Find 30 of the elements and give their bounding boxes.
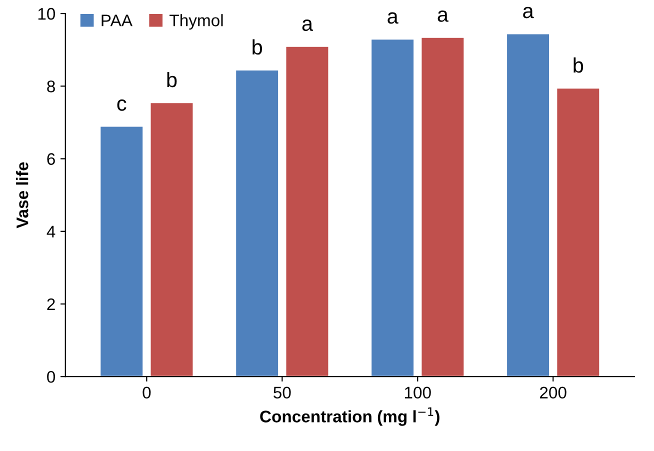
y-tick-label: 0 [47,370,56,383]
annotation: b [252,39,262,55]
bar [284,46,330,377]
bar [99,125,144,377]
bar [370,38,415,377]
annotation: c [117,99,126,111]
bar [506,32,550,377]
y-tick-label: 10 [38,8,56,20]
annotation: b [167,72,177,88]
bar [149,102,194,377]
annotation: a [523,6,534,18]
x-tick-label: 100 [404,386,431,399]
y-tick-label: 4 [46,226,56,238]
x-axis-title: Concentration (mg l$^{−1}$) [260,407,440,426]
y-axis-title: Vase life [16,162,28,228]
legend-label: Thymol [170,14,223,30]
annotation: a [302,20,314,31]
bar [234,69,280,377]
x-tick-label: 50 [274,386,291,399]
x-tick-label: 200 [540,386,566,399]
annotation: a [438,10,448,22]
x-tick-label: 0 [142,386,151,399]
bar [420,36,466,377]
bar [556,87,601,377]
y-tick-label: 2 [47,298,55,310]
y-tick-label: 8 [47,80,55,92]
y-tick-label: 6 [47,153,55,165]
annotation: b [574,57,584,73]
annotation: a [388,12,398,24]
legend-label: PAA [102,14,132,26]
